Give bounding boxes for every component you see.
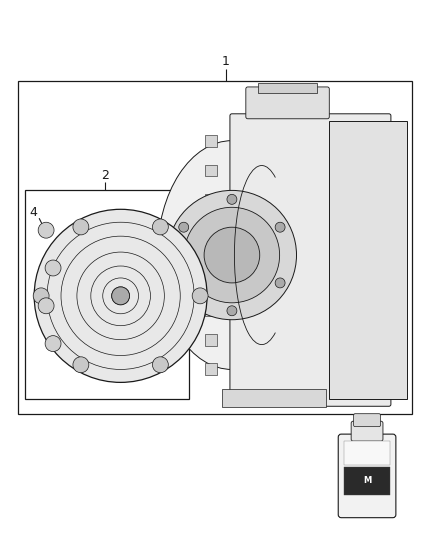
- Bar: [205, 135, 217, 147]
- Circle shape: [33, 288, 49, 304]
- Bar: [258, 83, 318, 93]
- Bar: [18, 81, 412, 414]
- Bar: [344, 441, 390, 465]
- Bar: [329, 121, 407, 399]
- Circle shape: [167, 190, 297, 320]
- Circle shape: [73, 357, 89, 373]
- Circle shape: [45, 336, 61, 352]
- Circle shape: [204, 227, 260, 283]
- Circle shape: [179, 278, 189, 288]
- FancyBboxPatch shape: [230, 114, 391, 406]
- Text: 5: 5: [366, 417, 374, 430]
- Bar: [205, 334, 217, 345]
- Bar: [205, 364, 217, 375]
- Bar: [205, 304, 217, 316]
- Bar: [222, 389, 326, 407]
- Bar: [344, 467, 390, 495]
- FancyBboxPatch shape: [338, 434, 396, 518]
- Circle shape: [152, 357, 168, 373]
- Circle shape: [275, 222, 285, 232]
- Circle shape: [38, 298, 54, 314]
- Circle shape: [192, 288, 208, 304]
- Circle shape: [73, 219, 89, 235]
- FancyBboxPatch shape: [351, 421, 383, 441]
- Bar: [25, 190, 189, 399]
- Text: 2: 2: [101, 169, 109, 182]
- Text: 3: 3: [162, 214, 169, 227]
- Bar: [205, 195, 217, 206]
- Ellipse shape: [157, 141, 307, 369]
- Circle shape: [184, 207, 279, 303]
- FancyBboxPatch shape: [246, 87, 329, 119]
- Circle shape: [275, 278, 285, 288]
- Text: 4: 4: [29, 206, 37, 219]
- Circle shape: [34, 209, 207, 382]
- Text: M: M: [363, 477, 371, 486]
- Circle shape: [152, 219, 168, 235]
- Bar: [205, 165, 217, 176]
- Circle shape: [112, 287, 130, 305]
- Circle shape: [227, 195, 237, 204]
- Text: 1: 1: [222, 54, 230, 68]
- Circle shape: [45, 260, 61, 276]
- Circle shape: [179, 222, 189, 232]
- Circle shape: [38, 222, 54, 238]
- FancyBboxPatch shape: [353, 414, 381, 426]
- Circle shape: [227, 306, 237, 316]
